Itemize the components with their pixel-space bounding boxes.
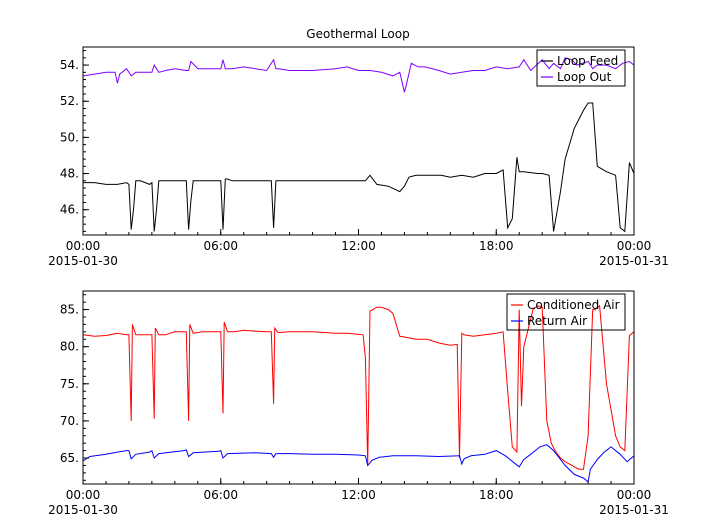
y-tick-label: 46. bbox=[60, 203, 79, 217]
legend: Conditioned Air Return Air bbox=[506, 293, 626, 331]
x-tick-label: 00:00 bbox=[617, 239, 652, 253]
legend: Loop Feed Loop Out bbox=[536, 49, 626, 87]
series-line-return-air bbox=[82, 444, 635, 483]
legend-label: Loop Out bbox=[557, 70, 612, 84]
x-tick-label: 06:00 bbox=[203, 488, 238, 502]
y-tick-label: 85. bbox=[60, 303, 79, 317]
x-tick-label: 18:00 bbox=[479, 239, 514, 253]
y-tick-label: 70. bbox=[60, 414, 79, 428]
x-tick-label: 00:00 bbox=[66, 488, 101, 502]
series-line-loop-out bbox=[82, 57, 635, 93]
x-tick-label: 12:00 bbox=[341, 239, 376, 253]
y-axis: 65. 70. 75. 80. 85. bbox=[60, 294, 89, 481]
x-tick-date-label: 2015-01-31 bbox=[599, 503, 669, 517]
y-tick-label: 65. bbox=[60, 451, 79, 465]
series-line-conditioned-air bbox=[82, 304, 635, 470]
series-layer bbox=[82, 57, 635, 233]
panel-title: Geothermal Loop bbox=[306, 27, 409, 41]
x-tick-date-label: 2015-01-31 bbox=[599, 254, 669, 268]
legend-box bbox=[536, 49, 626, 87]
y-tick-label: 52. bbox=[60, 94, 79, 108]
x-tick-label: 12:00 bbox=[341, 488, 376, 502]
y-axis: 46. 48. 50. 52. 54. bbox=[60, 50, 89, 232]
legend-label: Conditioned Air bbox=[527, 298, 620, 312]
x-tick-label: 00:00 bbox=[617, 488, 652, 502]
y-tick-label: 80. bbox=[60, 340, 79, 354]
y-tick-label: 48. bbox=[60, 167, 79, 181]
x-tick-date-label: 2015-01-30 bbox=[48, 254, 118, 268]
x-tick-label: 18:00 bbox=[479, 488, 514, 502]
series-layer bbox=[82, 304, 635, 483]
y-tick-label: 50. bbox=[60, 130, 79, 144]
x-tick-label: 00:00 bbox=[66, 239, 101, 253]
legend-label: Loop Feed bbox=[557, 54, 618, 68]
legend-box bbox=[506, 293, 626, 331]
y-tick-label: 54. bbox=[60, 58, 79, 72]
legend-label: Return Air bbox=[527, 314, 587, 328]
panel-geothermal-loop: Geothermal Loop 46.48.50.52.54. 00:00201… bbox=[48, 27, 669, 268]
x-tick-label: 06:00 bbox=[203, 239, 238, 253]
y-tick-label: 75. bbox=[60, 377, 79, 391]
series-line-loop-feed bbox=[83, 102, 635, 233]
x-tick-date-label: 2015-01-30 bbox=[48, 503, 118, 517]
